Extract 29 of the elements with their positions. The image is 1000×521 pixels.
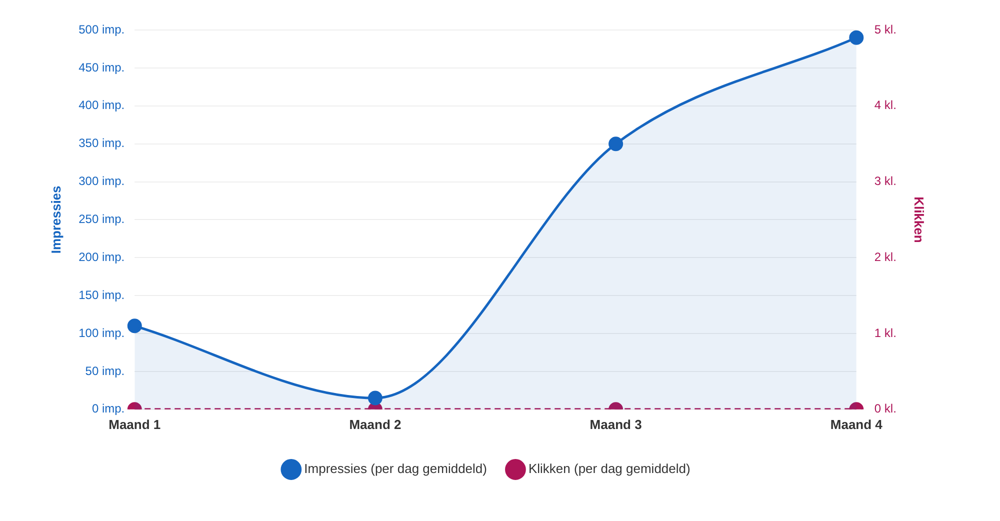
y-tick-label: 100 imp. [78, 326, 125, 340]
y-tick-label: 50 imp. [85, 364, 125, 378]
y-tick-label: 150 imp. [78, 288, 125, 302]
y-axis-title: Impressies [48, 186, 64, 254]
y2-tick-label: 3 kl. [874, 174, 896, 188]
y2-tick-label: 4 kl. [874, 98, 896, 112]
legend-label: Impressies (per dag gemiddeld) [304, 461, 487, 476]
legend-label: Klikken (per dag gemiddeld) [528, 461, 690, 476]
y-tick-label: 200 imp. [78, 250, 125, 264]
x-tick-label: Maand 2 [349, 416, 402, 432]
y2-tick-label: 5 kl. [874, 22, 896, 36]
y-tick-label: 0 imp. [92, 402, 125, 416]
y2-axis-title: Klikken [912, 196, 927, 243]
y-tick-label: 350 imp. [78, 136, 125, 150]
point [608, 136, 624, 152]
y-tick-label: 500 imp. [78, 22, 125, 36]
point [368, 390, 382, 406]
x-tick-label: Maand 1 [108, 416, 161, 432]
y-tick-label: 250 imp. [78, 212, 125, 226]
point [849, 30, 864, 45]
y-tick-label: 300 imp. [78, 174, 125, 188]
y2-tick-label: 2 kl. [874, 250, 896, 264]
y2-tick-label: 0 kl. [874, 402, 896, 416]
point [127, 318, 142, 334]
y2-tick-label: 1 kl. [874, 326, 896, 340]
x-tick-label: Maand 4 [830, 416, 884, 432]
x-tick-label: Maand 3 [590, 416, 642, 432]
y-tick-label: 450 imp. [78, 60, 125, 74]
y-tick-label: 400 imp. [78, 98, 125, 112]
